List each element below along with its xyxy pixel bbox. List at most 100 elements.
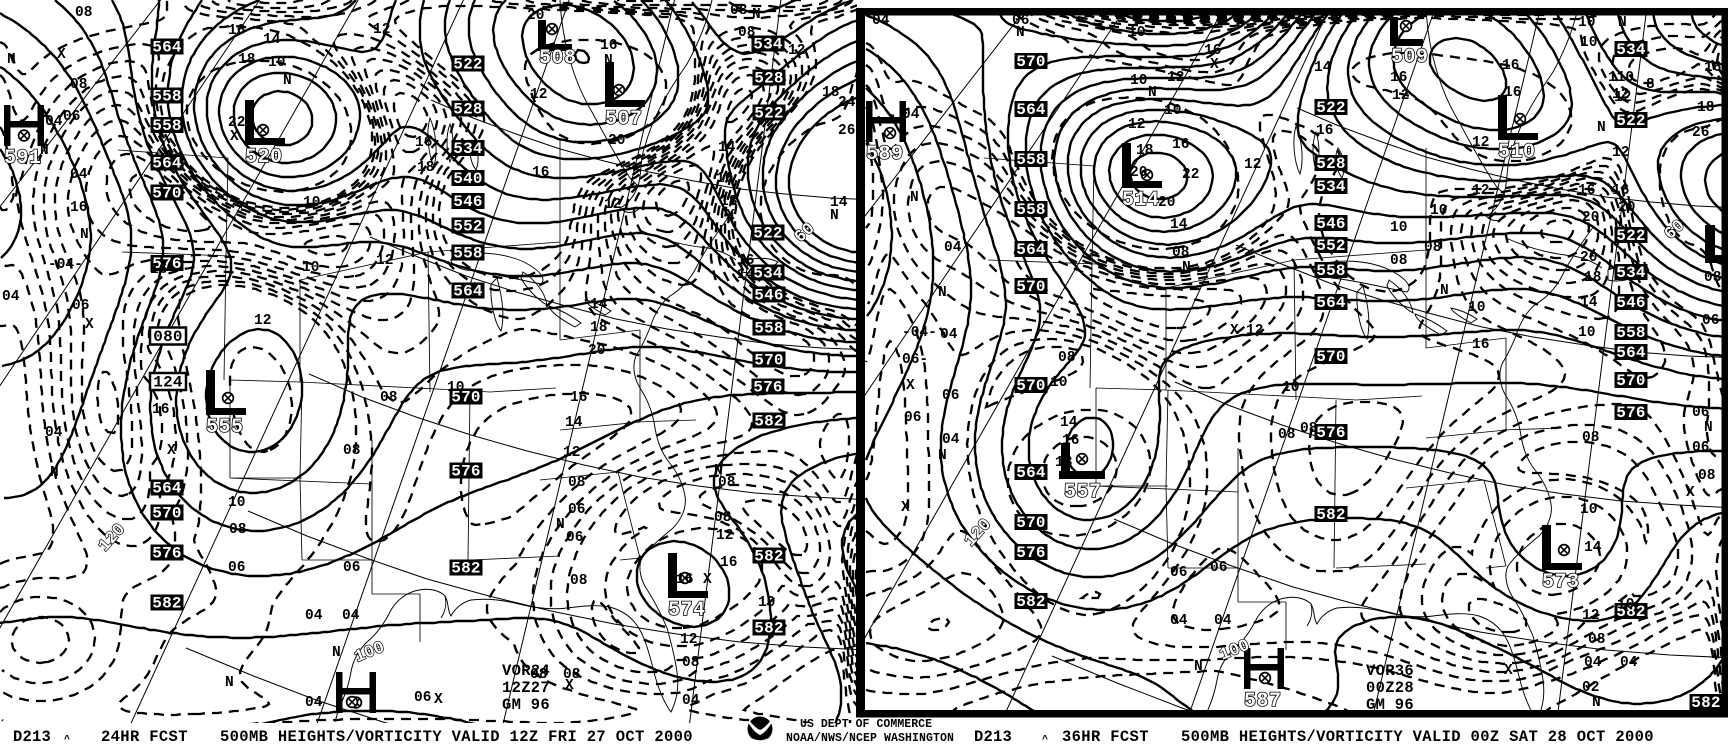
svg-text:04: 04	[1620, 655, 1638, 671]
svg-text:12: 12	[1246, 323, 1263, 339]
svg-text:12Z27: 12Z27	[502, 679, 550, 697]
svg-text:124: 124	[153, 374, 183, 392]
svg-text:558: 558	[152, 117, 181, 135]
svg-text:576: 576	[1316, 424, 1345, 442]
svg-text:06: 06	[1692, 440, 1709, 456]
svg-text:12: 12	[1472, 183, 1489, 199]
svg-text:16: 16	[70, 200, 87, 216]
svg-text:08: 08	[1582, 430, 1599, 446]
svg-text:557: 557	[1064, 481, 1102, 504]
svg-text:20: 20	[1618, 200, 1635, 216]
svg-text:576: 576	[1616, 404, 1645, 422]
svg-text:570: 570	[451, 389, 480, 407]
svg-text:^: ^	[64, 734, 70, 746]
svg-text:06: 06	[1692, 405, 1709, 421]
svg-text:10: 10	[1468, 300, 1485, 316]
svg-text:16: 16	[737, 253, 754, 269]
svg-text:^: ^	[1042, 734, 1048, 746]
svg-text:08: 08	[530, 667, 547, 683]
svg-text:X: X	[726, 208, 735, 224]
svg-text:10: 10	[268, 55, 285, 71]
svg-text:10: 10	[1164, 103, 1181, 119]
svg-text:20: 20	[1158, 195, 1175, 211]
svg-text:X: X	[1686, 485, 1695, 501]
svg-text:509: 509	[1391, 46, 1429, 69]
svg-text:10: 10	[1050, 375, 1067, 391]
svg-text:576: 576	[753, 379, 782, 397]
svg-text:06: 06	[566, 530, 583, 546]
svg-text:06-: 06-	[902, 352, 928, 368]
svg-text:564: 564	[152, 39, 182, 57]
svg-text:16: 16	[570, 390, 587, 406]
svg-text:08: 08	[1300, 421, 1317, 437]
svg-text:X: X	[57, 47, 66, 63]
svg-text:16: 16	[150, 262, 167, 278]
svg-text:508: 508	[539, 47, 577, 70]
svg-text:573: 573	[1542, 571, 1580, 594]
svg-text:14: 14	[737, 267, 755, 283]
svg-text:08: 08	[1588, 632, 1605, 648]
svg-text:18: 18	[238, 52, 255, 68]
svg-text:10: 10	[1580, 35, 1597, 51]
svg-text:04: 04	[1214, 613, 1232, 629]
svg-text:08: 08	[380, 390, 397, 406]
svg-text:26: 26	[838, 123, 855, 139]
svg-text:18: 18	[720, 194, 737, 210]
svg-text:06: 06	[343, 560, 360, 576]
svg-text:04: 04	[872, 13, 890, 29]
svg-text:26: 26	[1692, 125, 1709, 141]
svg-text:10: 10	[1128, 25, 1145, 41]
svg-text:10: 10	[1282, 380, 1299, 396]
svg-text:16: 16	[600, 38, 617, 54]
svg-text:08: 08	[1704, 270, 1721, 286]
svg-text:576: 576	[1016, 544, 1045, 562]
svg-text:16: 16	[1504, 85, 1521, 101]
svg-text:08: 08	[70, 77, 87, 93]
svg-text:08: 08	[1424, 240, 1441, 256]
svg-text:VOR36: VOR36	[1366, 662, 1414, 680]
svg-text:16: 16	[1578, 183, 1595, 199]
svg-text:-04-: -04-	[902, 325, 937, 341]
svg-text:14: 14	[1580, 295, 1598, 311]
svg-text:08: 08	[738, 25, 755, 41]
svg-text:12: 12	[254, 313, 271, 329]
svg-text:06: 06	[1702, 313, 1719, 329]
svg-text:582: 582	[152, 595, 181, 613]
svg-text:500MB HEIGHTS/VORTICITY VALID: 500MB HEIGHTS/VORTICITY VALID 12Z FRI 27…	[220, 728, 693, 746]
svg-text:02: 02	[1582, 680, 1599, 696]
svg-text:06: 06	[904, 410, 921, 426]
svg-text:12: 12	[1612, 145, 1629, 161]
svg-text:16: 16	[532, 165, 549, 181]
svg-text:582: 582	[754, 413, 783, 431]
svg-text:10: 10	[1430, 203, 1447, 219]
svg-text:X: X	[565, 678, 574, 694]
svg-text:14: 14	[263, 32, 281, 48]
svg-text:D213: D213	[13, 728, 51, 746]
svg-text:570: 570	[1016, 514, 1045, 532]
svg-text:18: 18	[822, 85, 839, 101]
svg-text:564: 564	[1016, 101, 1046, 119]
svg-text:GM 96: GM 96	[1366, 696, 1414, 714]
svg-text:514: 514	[1122, 189, 1160, 212]
svg-text:528: 528	[1316, 155, 1345, 173]
svg-text:04: 04	[902, 107, 920, 123]
svg-text:VOR24: VOR24	[502, 662, 550, 680]
svg-text:08: 08	[1278, 427, 1295, 443]
svg-text:10: 10	[303, 195, 320, 211]
svg-text:US DEPT OF COMMERCE: US DEPT OF COMMERCE	[800, 718, 932, 731]
svg-text:564: 564	[453, 283, 483, 301]
svg-text:10: 10	[302, 260, 319, 276]
svg-text:D213: D213	[974, 728, 1012, 746]
svg-text:08: 08	[714, 510, 731, 526]
svg-text:522: 522	[1616, 112, 1645, 130]
svg-text:12: 12	[1582, 608, 1599, 624]
svg-text:N: N	[1182, 260, 1191, 276]
svg-text:558: 558	[1016, 151, 1045, 169]
svg-text:564: 564	[1016, 464, 1046, 482]
svg-text:10: 10	[1580, 502, 1597, 518]
svg-text:22: 22	[1182, 167, 1199, 183]
svg-text:12: 12	[1244, 157, 1261, 173]
svg-text:X: X	[1504, 663, 1513, 679]
svg-text:04: 04	[1170, 613, 1188, 629]
svg-text:16: 16	[152, 402, 169, 418]
